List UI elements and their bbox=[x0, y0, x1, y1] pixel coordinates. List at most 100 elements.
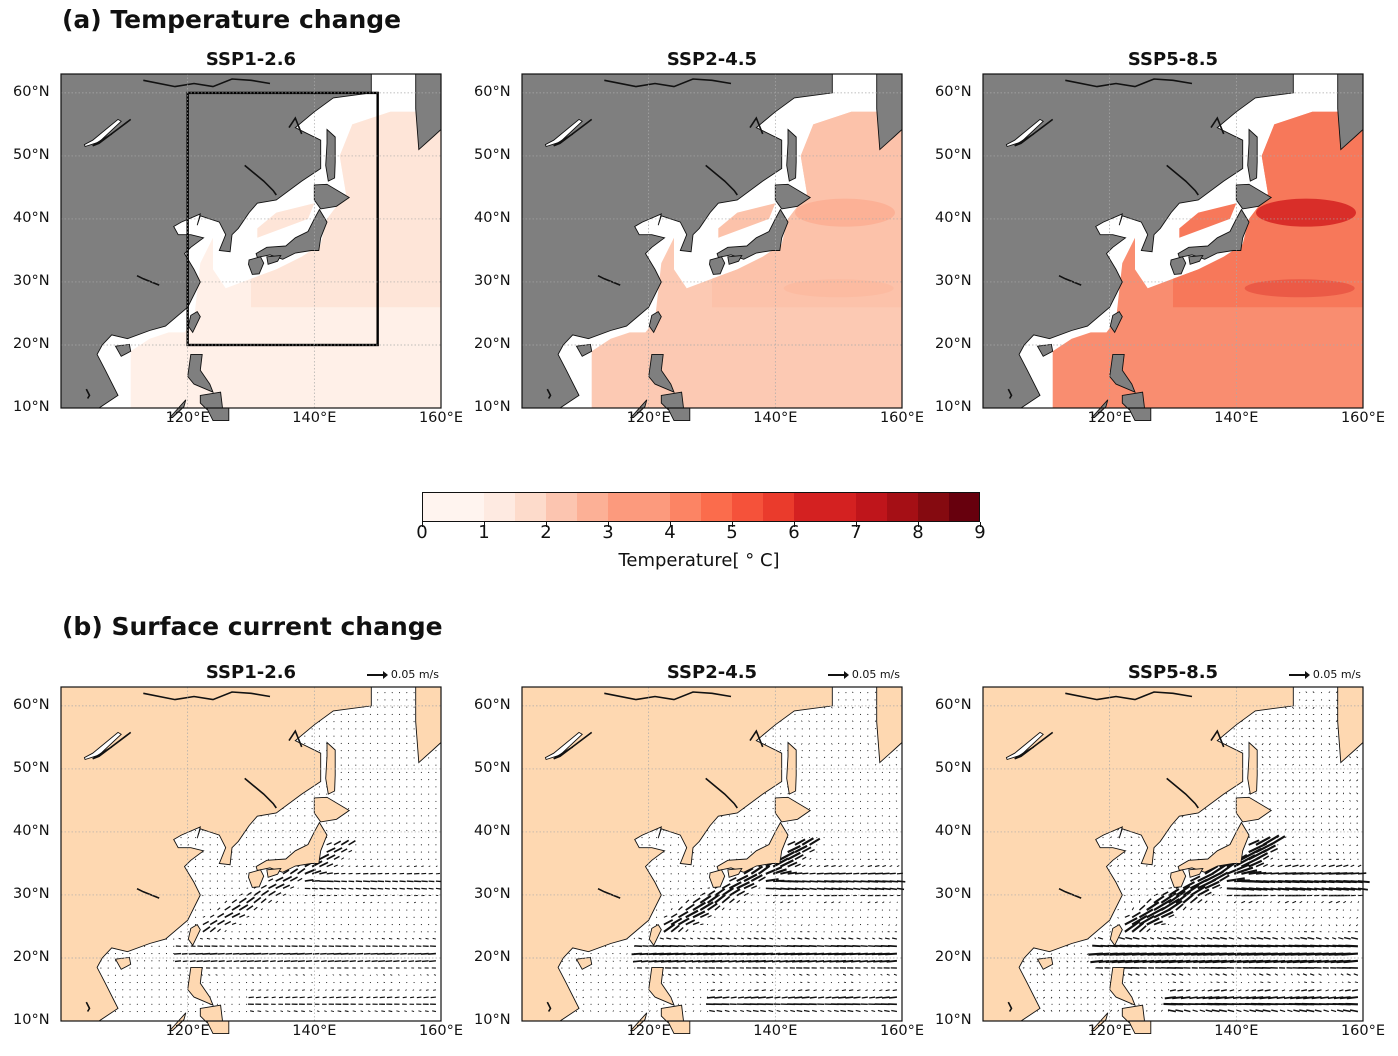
current-vector bbox=[823, 865, 829, 868]
current-vector bbox=[414, 952, 422, 955]
current-vector bbox=[725, 937, 730, 940]
current-vector bbox=[859, 960, 868, 963]
current-vector bbox=[1320, 750, 1323, 752]
current-vector bbox=[267, 916, 269, 918]
current-vector bbox=[626, 953, 628, 955]
current-vector bbox=[304, 793, 306, 795]
current-vector bbox=[1306, 858, 1308, 860]
current-vector bbox=[888, 924, 890, 926]
current-vector bbox=[750, 851, 752, 853]
current-vector bbox=[880, 973, 883, 976]
current-vector bbox=[1268, 836, 1271, 838]
current-vector bbox=[1248, 917, 1251, 919]
current-vector bbox=[845, 909, 847, 911]
island bbox=[1090, 399, 1109, 418]
current-vector bbox=[355, 808, 357, 810]
current-vector bbox=[1172, 981, 1176, 984]
current-vector bbox=[347, 721, 350, 723]
current-vector bbox=[189, 960, 196, 963]
current-vector bbox=[224, 920, 232, 926]
current-vector bbox=[1094, 937, 1097, 940]
current-vector bbox=[823, 982, 825, 984]
current-vector bbox=[151, 982, 153, 984]
current-vector bbox=[340, 721, 342, 723]
current-vector bbox=[867, 837, 869, 839]
current-vector bbox=[1311, 996, 1322, 1000]
current-vector bbox=[129, 996, 131, 998]
current-vector bbox=[838, 844, 840, 846]
current-vector bbox=[406, 808, 408, 810]
current-vector bbox=[656, 837, 658, 839]
current-vector bbox=[347, 829, 350, 831]
current-vector bbox=[377, 931, 379, 933]
current-vector bbox=[1335, 828, 1338, 831]
current-vector bbox=[838, 872, 846, 875]
current-vector bbox=[816, 808, 818, 810]
current-vector bbox=[845, 713, 847, 715]
current-vector bbox=[251, 974, 254, 976]
current-vector bbox=[881, 837, 883, 839]
current-vector bbox=[1315, 936, 1322, 940]
current-vector bbox=[216, 982, 218, 984]
current-vector bbox=[231, 887, 233, 889]
current-vector bbox=[801, 800, 803, 802]
island bbox=[266, 867, 282, 878]
current-vector bbox=[129, 953, 131, 955]
current-vector bbox=[1137, 864, 1140, 867]
current-vector bbox=[1261, 792, 1264, 795]
current-vector bbox=[420, 822, 422, 824]
current-vector bbox=[801, 856, 807, 860]
island bbox=[1170, 256, 1187, 275]
current-vector bbox=[1321, 900, 1324, 904]
current-vector bbox=[882, 872, 890, 875]
current-vector bbox=[158, 945, 160, 947]
current-vector bbox=[384, 771, 386, 773]
current-vector bbox=[179, 974, 182, 976]
current-vector bbox=[369, 742, 371, 744]
current-vector bbox=[326, 735, 328, 737]
current-vector bbox=[1328, 786, 1330, 788]
current-vector bbox=[267, 851, 269, 853]
current-vector bbox=[692, 1010, 695, 1012]
current-vector bbox=[881, 916, 883, 918]
current-vector bbox=[313, 960, 320, 963]
current-vector bbox=[1161, 872, 1163, 875]
current-vector bbox=[1051, 1003, 1053, 1005]
current-vector bbox=[1138, 908, 1154, 919]
current-vector bbox=[801, 916, 803, 918]
current-vector bbox=[377, 952, 386, 955]
current-vector bbox=[432, 1010, 437, 1013]
current-vector bbox=[779, 750, 781, 752]
current-vector bbox=[844, 706, 847, 709]
current-vector bbox=[107, 953, 109, 955]
current-vector bbox=[787, 851, 801, 861]
current-vector bbox=[619, 953, 621, 955]
map-canvas bbox=[521, 686, 906, 1035]
current-vector bbox=[612, 982, 614, 984]
current-vector bbox=[1146, 928, 1151, 933]
current-vector bbox=[413, 699, 415, 701]
current-vector bbox=[369, 721, 371, 723]
current-vector bbox=[357, 960, 364, 963]
current-vector bbox=[1312, 691, 1315, 693]
current-vector bbox=[413, 931, 415, 933]
current-vector bbox=[1259, 973, 1264, 976]
current-vector bbox=[641, 837, 643, 839]
current-vector bbox=[340, 793, 342, 795]
current-vector bbox=[362, 916, 364, 918]
current-vector bbox=[355, 728, 357, 730]
current-vector bbox=[656, 880, 658, 882]
current-vector bbox=[808, 713, 811, 715]
island bbox=[716, 208, 789, 260]
current-vector bbox=[338, 989, 342, 991]
current-vector bbox=[801, 786, 803, 788]
current-vector bbox=[787, 840, 796, 846]
current-vector bbox=[787, 728, 789, 730]
mainland bbox=[60, 73, 372, 409]
current-vector bbox=[1211, 837, 1213, 839]
current-vector bbox=[582, 953, 584, 955]
current-vector bbox=[267, 924, 269, 926]
current-vector bbox=[889, 880, 899, 883]
current-vector bbox=[783, 1009, 788, 1013]
current-vector bbox=[1335, 792, 1338, 795]
